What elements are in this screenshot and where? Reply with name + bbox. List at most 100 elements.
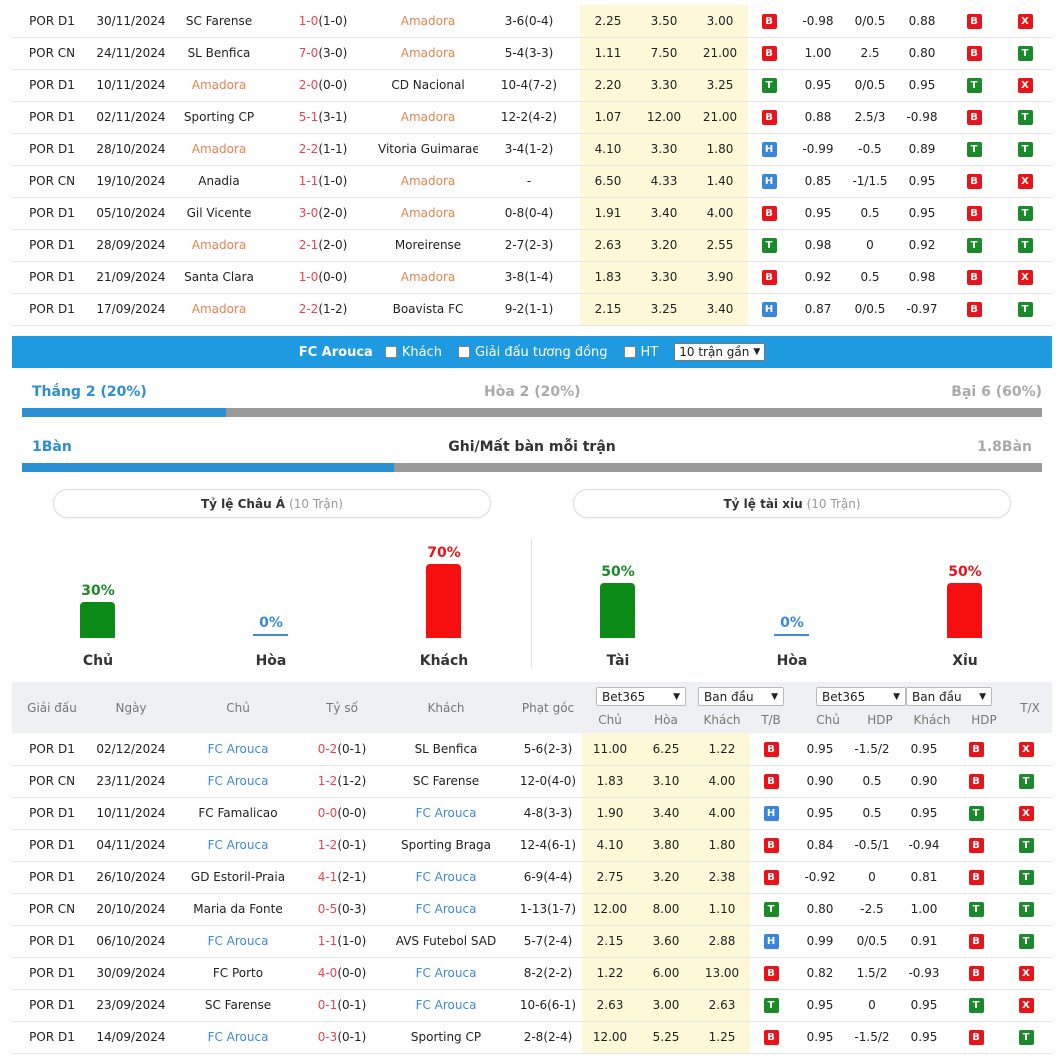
result-badge: B (761, 46, 777, 61)
cell-away[interactable]: AVS Futebol SAD (378, 925, 514, 958)
cell-ah3: 0.81 (896, 861, 952, 894)
stat-away: 70% Khách (399, 545, 489, 675)
cell-o3: 4.00 (694, 765, 750, 798)
cell-home[interactable]: FC Arouca (170, 925, 306, 958)
draw-count: Hòa 2 (20%) (484, 384, 581, 400)
cell-corner: 2-8(2-4) (514, 1021, 582, 1054)
match-count-select[interactable]: 10 trận gần ▼ (674, 343, 766, 361)
away-filter[interactable]: Khách (384, 345, 442, 360)
cell-date: 24/11/2024 (92, 37, 170, 70)
result-badge: X (1017, 78, 1033, 93)
ht-checkbox[interactable] (623, 346, 636, 358)
loss-count: Bại 6 (60%) (951, 384, 1042, 400)
cell-home[interactable]: Amadora (170, 229, 268, 262)
score-ft: 0-2 (317, 741, 338, 756)
result-cell: B (748, 37, 790, 70)
cell-corner: 1-13(1-7) (514, 893, 582, 926)
score-cell: 4-0(0-0) (306, 957, 378, 990)
away-checkbox[interactable] (384, 346, 397, 358)
cell-away[interactable]: Amadora (378, 37, 478, 70)
cell-home[interactable]: SC Farense (170, 5, 268, 38)
cell-home[interactable]: FC Arouca (170, 733, 306, 766)
odds-type-select[interactable]: Ban đầu ▼ (698, 687, 784, 706)
recent-matches-table-top: POR D1 30/11/2024 SC Farense 1-0(1-0) Amador… (12, 5, 1052, 326)
cell-away[interactable]: Boavista FC (378, 293, 478, 326)
cell-ah3: 0.95 (894, 165, 950, 198)
cell-away[interactable]: Sporting CP (378, 1021, 514, 1054)
cell-home[interactable]: Anadia (170, 165, 268, 198)
cell-o3: 21.00 (692, 101, 748, 134)
cell-home[interactable]: FC Arouca (170, 829, 306, 862)
same-league-checkbox[interactable] (457, 346, 470, 358)
result-badge: T (763, 998, 779, 1013)
score-cell: 0-2(0-1) (306, 733, 378, 766)
result-badge: B (966, 270, 982, 285)
cell-away[interactable]: Amadora (378, 261, 478, 294)
cell-away[interactable]: Sporting Braga (378, 829, 514, 862)
cell-away[interactable]: Amadora (378, 197, 478, 230)
cell-home[interactable]: FC Arouca (170, 765, 306, 798)
cell-home[interactable]: FC Famalicao (170, 797, 306, 830)
over-under-tab[interactable]: Tỷ lệ tài xỉu (10 Trận) (573, 489, 1011, 518)
result-badge: X (1018, 966, 1034, 981)
handicap-company-select[interactable]: Bet365 ▼ (816, 687, 906, 706)
cell-away[interactable]: Amadora (378, 101, 478, 134)
cell-home[interactable]: Amadora (170, 69, 268, 102)
result-badge: B (763, 1030, 779, 1045)
result-cell: T (950, 69, 998, 102)
cell-ah3: 0.89 (894, 133, 950, 166)
cell-ah2: -2.5 (848, 893, 896, 926)
cell-home[interactable]: FC Porto (170, 957, 306, 990)
result-cell: H (750, 925, 792, 958)
cell-o1: 1.83 (582, 765, 638, 798)
matches-table-header: Giải đấu Ngày Chủ Tỷ số Khách Phạt góc B… (12, 682, 1052, 733)
cell-home[interactable]: Santa Clara (170, 261, 268, 294)
score-ft: 1-2 (317, 838, 338, 852)
cell-home[interactable]: Gil Vicente (170, 197, 268, 230)
cell-o2: 3.50 (636, 5, 692, 38)
score-ft: 1-0 (298, 270, 319, 284)
goals-per-match-summary: 1Bàn Ghi/Mất bàn mỗi trận 1.8Bàn (22, 439, 1042, 459)
cell-away[interactable]: CD Nacional (378, 69, 478, 102)
cell-o3: 1.22 (694, 733, 750, 766)
cell-away[interactable]: SL Benfica (378, 733, 514, 766)
cell-away[interactable]: FC Arouca (378, 957, 514, 990)
cell-home[interactable]: GD Estoril-Praia (170, 861, 306, 894)
cell-home[interactable]: SC Farense (170, 989, 306, 1022)
cell-away[interactable]: Amadora (378, 165, 478, 198)
cell-home[interactable]: Sporting CP (170, 101, 268, 134)
cell-home[interactable]: SL Benfica (170, 37, 268, 70)
cell-home[interactable]: Maria da Fonte (170, 893, 306, 926)
score-ft: 0-0 (317, 806, 338, 820)
same-league-filter[interactable]: Giải đấu tương đồng (457, 345, 608, 360)
cell-league: POR D1 (12, 133, 92, 166)
cell-away[interactable]: Vitoria Guimaraes (378, 133, 478, 166)
odds-company-select[interactable]: Bet365 ▼ (596, 687, 686, 706)
result-badge: B (968, 1030, 984, 1045)
result-badge: T (1017, 238, 1033, 253)
ht-filter[interactable]: HT (623, 345, 658, 360)
asian-handicap-tab[interactable]: Tỷ lệ Châu Á (10 Trận) (53, 489, 491, 518)
cell-away[interactable]: FC Arouca (378, 893, 514, 926)
score-cell: 1-0(0-0) (268, 261, 378, 294)
cell-ah3: 0.98 (894, 261, 950, 294)
cell-home[interactable]: Amadora (170, 133, 268, 166)
cell-corner: 2-7(2-3) (478, 229, 580, 262)
cell-away[interactable]: Amadora (378, 5, 478, 38)
stat-under-pct: 50% (948, 564, 982, 580)
cell-away[interactable]: SC Farense (378, 765, 514, 798)
over-under-count: (10 Trận) (806, 496, 861, 511)
result-cell: T (950, 229, 998, 262)
cell-home[interactable]: FC Arouca (170, 1021, 306, 1054)
cell-home[interactable]: Amadora (170, 293, 268, 326)
cell-away[interactable]: FC Arouca (378, 797, 514, 830)
score-ht: (2-0) (318, 238, 348, 252)
result-badge: T (966, 142, 982, 157)
cell-away[interactable]: FC Arouca (378, 861, 514, 894)
goals-ratio-fill (22, 463, 395, 472)
cell-away[interactable]: Moreirense (378, 229, 478, 262)
cell-date: 28/09/2024 (92, 229, 170, 262)
handicap-type-select[interactable]: Ban đầu ▼ (906, 687, 992, 706)
result-cell: T (998, 101, 1052, 134)
cell-away[interactable]: FC Arouca (378, 989, 514, 1022)
